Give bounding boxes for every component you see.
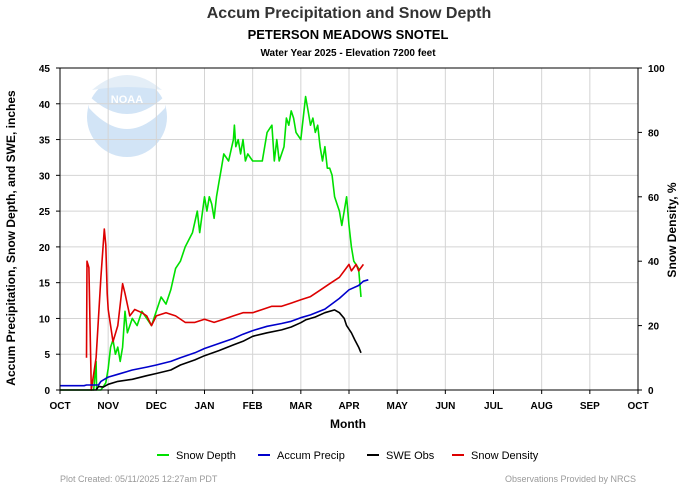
series-swe-obs: [60, 309, 362, 391]
series-lines: [60, 95, 369, 391]
station-name: PETERSON MEADOWS SNOTEL: [248, 27, 449, 42]
legend: Snow Depth Accum Precip SWE Obs Snow Densit…: [157, 450, 539, 462]
legend-label: Snow Density: [471, 450, 539, 462]
series-snow-depth: [60, 95, 362, 391]
y2-tick-label: 80: [648, 128, 660, 139]
x-axis-label: Month: [330, 417, 366, 431]
axis-ticks: OCT NOV DEC JAN FEB MAR APR MAY JUN JUL AUG SEP OCT0…: [39, 64, 665, 412]
legend-label: Snow Depth: [176, 450, 236, 462]
x-tick-label: MAR: [289, 401, 313, 412]
x-tick-label: NOV: [97, 401, 119, 412]
x-tick-label: DEC: [146, 401, 167, 412]
y2-tick-label: 40: [648, 257, 660, 268]
x-tick-label: AUG: [531, 401, 553, 412]
x-tick-label: JUN: [435, 401, 455, 412]
plot-created-note: Plot Created: 05/11/2025 12:27am PDT: [60, 474, 218, 484]
legend-label: Accum Precip: [277, 450, 345, 462]
y-tick-label: 45: [39, 64, 51, 75]
x-tick-label: FEB: [243, 401, 263, 412]
y-tick-label: 35: [39, 136, 51, 147]
y-tick-label: 20: [39, 243, 51, 254]
observations-credit: Observations Provided by NRCS: [505, 474, 636, 484]
x-tick-label: JAN: [194, 401, 214, 412]
y-tick-label: 0: [44, 386, 50, 397]
noaa-logo: NOAA: [87, 75, 167, 157]
y-tick-label: 25: [39, 207, 51, 218]
chart-title: Accum Precipitation and Snow Depth: [207, 5, 491, 22]
noaa-logo-text: NOAA: [111, 94, 143, 106]
x-tick-label: APR: [338, 401, 360, 412]
water-year-elevation: Water Year 2025 - Elevation 7200 feet: [260, 48, 436, 59]
series-snow-density: [85, 228, 365, 391]
x-tick-label: OCT: [627, 401, 648, 412]
y-axis-label: Accum Precipitation, Snow Depth, and SWE…: [4, 90, 18, 386]
y2-tick-label: 100: [648, 64, 665, 75]
y2-axis-label: Snow Density, %: [665, 182, 679, 277]
y2-tick-label: 0: [648, 386, 654, 397]
grid-lines: [60, 68, 638, 390]
x-tick-label: JUL: [484, 401, 503, 412]
y-tick-label: 5: [44, 350, 50, 361]
legend-label: SWE Obs: [386, 450, 435, 462]
series-accum-precip: [60, 279, 369, 387]
y-tick-label: 40: [39, 100, 51, 111]
y2-tick-label: 60: [648, 193, 660, 204]
x-tick-label: SEP: [580, 401, 600, 412]
y-tick-label: 15: [39, 279, 51, 290]
y2-tick-label: 20: [648, 322, 660, 333]
x-tick-label: MAY: [387, 401, 409, 412]
x-tick-label: OCT: [49, 401, 70, 412]
y-tick-label: 10: [39, 314, 51, 325]
y-tick-label: 30: [39, 171, 51, 182]
